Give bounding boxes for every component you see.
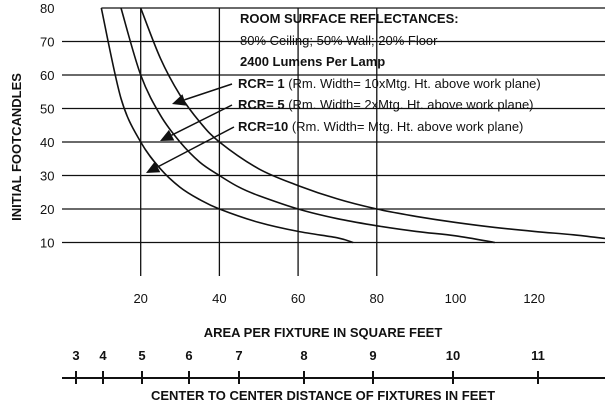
legend-entry-1: RCR= 1 (Rm. Width= 10xMtg. Ht. above wor… (238, 76, 541, 91)
legend-arrows (146, 83, 235, 173)
secondary-tick-label-8: 8 (300, 348, 307, 363)
y-tick-40: 40 (40, 135, 54, 150)
arrow-head-3 (146, 161, 161, 173)
annotation-title: ROOM SURFACE REFLECTANCES: (240, 11, 459, 26)
y-tick-80: 80 (40, 1, 54, 16)
y-tick-20: 20 (40, 202, 54, 217)
secondary-tick-label-3: 3 (72, 348, 79, 363)
y-tick-60: 60 (40, 68, 54, 83)
annotations: ROOM SURFACE REFLECTANCES: 80% Ceiling; … (146, 11, 541, 173)
legend-desc-1: (Rm. Width= 10xMtg. Ht. above work plane… (288, 76, 541, 91)
x-tick-100: 100 (445, 291, 467, 306)
legend-key-1: RCR= 1 (238, 76, 288, 91)
arrow-head-2 (160, 129, 175, 141)
legend-desc-2: (Rm. Width= 2xMtg. Ht. above work plane) (288, 97, 533, 112)
x-tick-labels: 20 40 60 80 100 120 (133, 291, 545, 306)
annotation-lumens: 2400 Lumens Per Lamp (240, 54, 385, 69)
curve-series-2 (120, 7, 495, 244)
secondary-tick-label-7: 7 (235, 348, 242, 363)
y-tick-10: 10 (40, 236, 54, 251)
legend: RCR= 1 (Rm. Width= 10xMtg. Ht. above wor… (238, 76, 541, 134)
legend-entry-2: RCR= 5 (Rm. Width= 2xMtg. Ht. above work… (238, 97, 534, 112)
annotation-reflectances: 80% Ceiling; 50% Wall; 20% Floor (240, 33, 438, 48)
y-axis-label: INITIAL FOOTCANDLES (9, 73, 24, 221)
legend-desc-3: (Rm. Width= Mtg. Ht. above work plane) (292, 119, 524, 134)
legend-entry-3: RCR=10 (Rm. Width= Mtg. Ht. above work p… (238, 119, 523, 134)
x-axis-label: AREA PER FIXTURE IN SQUARE FEET (204, 325, 443, 340)
secondary-tick-label-5: 5 (138, 348, 145, 363)
grid (62, 7, 605, 276)
curve-series-3 (100, 7, 354, 244)
curve-series-1 (139, 7, 605, 240)
secondary-tick-label-6: 6 (185, 348, 192, 363)
x-tick-60: 60 (291, 291, 305, 306)
x-tick-120: 120 (523, 291, 545, 306)
secondary-tick-label-9: 9 (369, 348, 376, 363)
legend-key-2: RCR= 5 (238, 97, 288, 112)
x-tick-80: 80 (370, 291, 384, 306)
secondary-axis: 3 4 5 6 7 8 9 10 11 CENTER TO CENTER DISTANCE OF… (62, 348, 605, 403)
arrow-line-1 (184, 83, 233, 101)
secondary-tick-label-4: 4 (99, 348, 107, 363)
arrow-line-3 (157, 126, 235, 168)
y-tick-70: 70 (40, 35, 54, 50)
y-tick-50: 50 (40, 102, 54, 117)
secondary-tick-label-11: 11 (531, 348, 545, 363)
x-tick-40: 40 (212, 291, 226, 306)
y-tick-30: 30 (40, 169, 54, 184)
secondary-axis-label: CENTER TO CENTER DISTANCE OF FIXTURES IN… (151, 388, 495, 403)
legend-key-3: RCR=10 (238, 119, 292, 134)
arrow-line-2 (171, 104, 233, 136)
secondary-tick-label-10: 10 (446, 348, 460, 363)
secondary-axis-ticks: 3 4 5 6 7 8 9 10 11 (72, 348, 545, 384)
curves (100, 7, 605, 244)
arrow-head-1 (172, 94, 187, 106)
y-tick-labels: 10 20 30 40 50 60 70 80 (40, 1, 54, 251)
x-tick-20: 20 (133, 291, 147, 306)
